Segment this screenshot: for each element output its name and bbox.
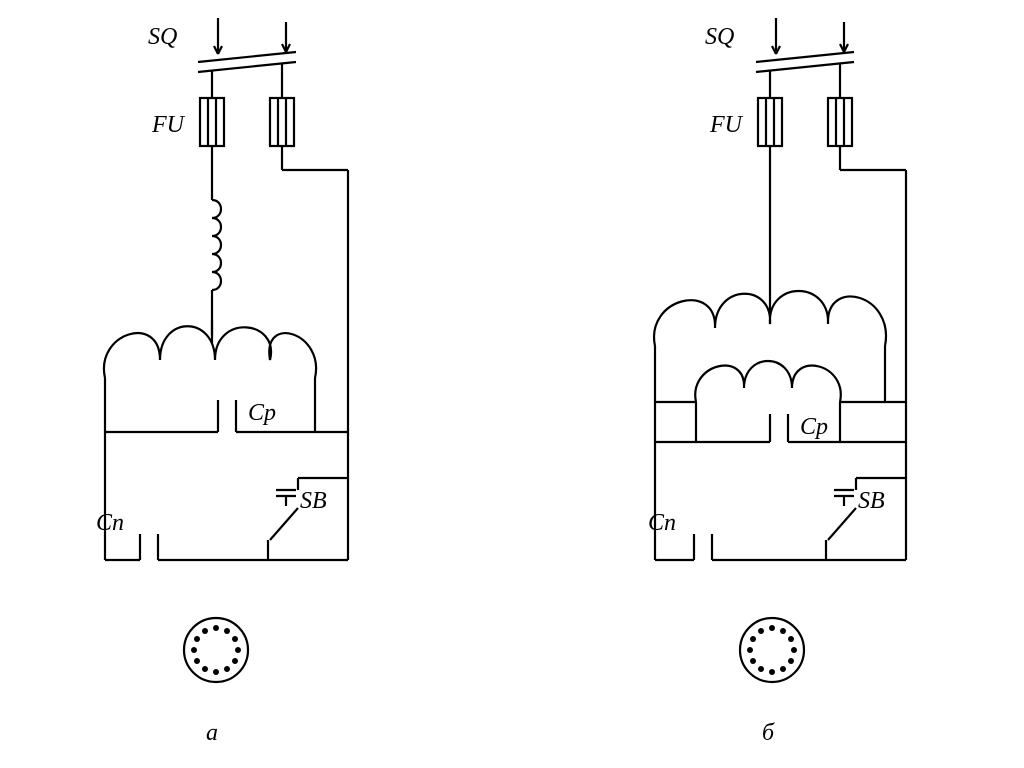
fuse-fu-left-b [758, 98, 782, 146]
label-fu-b: FU [709, 112, 744, 138]
label-sq-a: SQ [148, 24, 177, 50]
label-cn-b: Cn [648, 510, 676, 536]
panel-a: SQ FU [96, 18, 348, 746]
rotor-dots-a [191, 625, 241, 675]
series-inductor-a [212, 200, 221, 320]
label-sq-b: SQ [705, 24, 734, 50]
cap-cp-a [105, 400, 348, 560]
label-fu-a: FU [151, 112, 186, 138]
label-sb-a: SB [300, 488, 327, 514]
label-cp-a: Cp [248, 400, 276, 426]
label-cn-a: Cn [96, 510, 124, 536]
schematic-canvas: SQ FU [0, 0, 1024, 768]
panel-b: SQ FU [648, 18, 906, 746]
label-sb-b: SB [858, 488, 885, 514]
fuse-fu-right-b [828, 98, 852, 146]
cap-cn-b [655, 534, 906, 560]
label-cp-b: Cp [800, 414, 828, 440]
fuse-fu-left-a [200, 98, 224, 146]
rotor-dots-b [747, 625, 797, 675]
fuse-fu-right-a [270, 98, 294, 146]
caption-b: б [762, 720, 775, 746]
cap-cn-a [105, 534, 348, 560]
caption-a: a [206, 720, 218, 746]
main-winding-bottom-b [655, 361, 906, 560]
cap-cp-b [655, 414, 906, 560]
switch-sq-b [756, 18, 854, 98]
switch-sq-a [198, 18, 296, 98]
wires-top-a [212, 146, 348, 432]
main-winding-a [104, 320, 316, 432]
